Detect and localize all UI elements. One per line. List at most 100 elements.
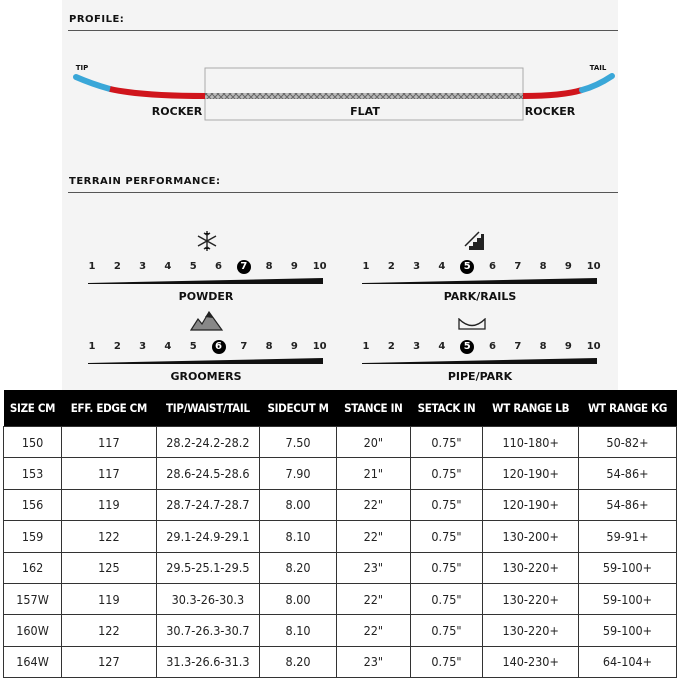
rating-tick: 4: [438, 261, 446, 272]
table-cell: 0.75": [409, 488, 484, 522]
rating-tick: 7: [514, 341, 522, 352]
divider: [68, 30, 618, 31]
table-cell: 8.00: [259, 582, 338, 616]
info-panel: [62, 0, 618, 390]
rating-label: POWDER: [178, 290, 234, 303]
rating-tick: 9: [290, 261, 298, 272]
column-header: WT RANGE KG: [578, 390, 677, 427]
table-cell: 140-230+: [482, 645, 579, 679]
table-cell: 21": [336, 457, 411, 490]
rating-tick: 6: [489, 341, 496, 352]
rating-tick: 7: [240, 341, 248, 352]
table-cell: 153: [2, 457, 63, 490]
table-cell: 156: [2, 488, 63, 522]
table-cell: 110-180+: [482, 425, 579, 459]
table-cell: 130-220+: [482, 614, 579, 647]
rating-selected: 5: [460, 260, 475, 274]
table-cell: 29.1-24.9-29.1: [155, 520, 261, 553]
tail-label: TAIL: [589, 64, 607, 72]
table-cell: 54-86+: [577, 488, 678, 522]
table-cell: 157W: [2, 582, 63, 616]
table-cell: 59-91+: [577, 520, 678, 553]
rating-tick: 3: [413, 261, 421, 272]
tip-label: TIP: [75, 64, 89, 72]
rating-tick: 10: [312, 341, 327, 352]
rating-tick: 10: [586, 341, 601, 352]
rating-tick: 2: [387, 341, 395, 352]
rating-tick: 10: [586, 261, 601, 272]
rocker-right-label: ROCKER: [524, 105, 576, 118]
tip-section: [73, 74, 113, 92]
rating-tick: 2: [113, 261, 121, 272]
table-cell: 28.7-24.7-28.7: [155, 488, 261, 522]
rating-tick: 8: [265, 261, 273, 272]
table-cell: 0.75": [409, 520, 484, 553]
rating-tick: 4: [438, 341, 446, 352]
rocker-left-label: ROCKER: [151, 105, 203, 118]
rating-label: PARK/RAILS: [443, 290, 517, 303]
table-row: 162 125 29.5-25.1-29.5 8.20 23" 0.75" 130-220+…: [2, 551, 678, 584]
table-cell: 159: [2, 520, 63, 553]
profile-title: PROFILE:: [69, 14, 125, 25]
rating-tick: 2: [387, 261, 395, 272]
tail-section: [579, 73, 615, 93]
table-cell: 30.7-26.3-30.7: [155, 614, 261, 647]
table-cell: 31.3-26.6-31.3: [155, 645, 261, 679]
rating-tick: 2: [113, 341, 121, 352]
table-cell: 0.75": [409, 582, 484, 616]
column-header: WT RANGE LB: [482, 390, 579, 427]
table-row: 157W 119 30.3-26-30.3 8.00 22" 0.75" 130-220+ 5…: [2, 582, 678, 616]
rating-tick: 7: [514, 261, 522, 272]
table-cell: 164W: [2, 645, 63, 679]
table-cell: 120-190+: [482, 488, 579, 522]
table-cell: 130-220+: [482, 551, 579, 584]
table-row: 160W 122 30.7-26.3-30.7 8.10 22" 0.75" 130-220…: [2, 614, 678, 647]
table-row: 156 119 28.7-24.7-28.7 8.00 22" 0.75" 120-190+…: [2, 488, 678, 522]
table-cell: 130-220+: [482, 582, 579, 616]
table-cell: 7.50: [259, 425, 338, 459]
rating-tick: 8: [265, 341, 273, 352]
table-cell: 125: [61, 551, 157, 584]
table-cell: 59-100+: [577, 582, 678, 616]
table-cell: 127: [61, 645, 157, 679]
table-cell: 130-200+: [482, 520, 579, 553]
snowflake-icon: [197, 231, 217, 251]
rating-tick: 3: [413, 341, 421, 352]
table-cell: 117: [61, 425, 157, 459]
rating-tick: 4: [164, 261, 172, 272]
flat-label: FLAT: [350, 105, 380, 118]
specs-table: SIZE CM EFF. EDGE CM TIP/WAIST/TAIL SIDECUT…: [2, 390, 678, 679]
table-row: 153 117 28.6-24.5-28.6 7.90 21" 0.75" 120-190+…: [2, 457, 678, 490]
column-header: SIZE CM: [3, 390, 62, 427]
rating-tick: 3: [139, 341, 147, 352]
rating-selected: 7: [236, 260, 251, 274]
rating-selected: 5: [460, 340, 475, 354]
rating-tick: 1: [362, 261, 370, 272]
table-cell: 122: [61, 520, 157, 553]
stairs-rail-icon: [464, 231, 484, 250]
table-cell: 8.10: [259, 520, 338, 553]
rating-tick: 8: [539, 341, 547, 352]
table-cell: 8.20: [259, 551, 338, 584]
rating-tick: 5: [189, 341, 197, 352]
table-cell: 54-86+: [577, 457, 678, 490]
column-header: SETACK IN: [410, 390, 483, 427]
rating-tick: 6: [215, 261, 222, 272]
table-cell: 0.75": [409, 645, 484, 679]
divider: [68, 192, 618, 193]
table-row: 159 122 29.1-24.9-29.1 8.10 22" 0.75" 130-200+…: [2, 520, 678, 553]
table-cell: 150: [2, 425, 63, 459]
table-row: 164W 127 31.3-26.6-31.3 8.20 23" 0.75" 140-230…: [2, 645, 678, 679]
rocker-left: [109, 86, 206, 99]
table-cell: 8.10: [259, 614, 338, 647]
rating-tick: 9: [564, 341, 572, 352]
table-cell: 8.20: [259, 645, 338, 679]
rating-scale-bar: [362, 278, 597, 284]
table-cell: 22": [336, 582, 411, 616]
column-header: STANCE IN: [336, 390, 411, 427]
terrain-title: TERRAIN PERFORMANCE:: [69, 176, 221, 187]
table-cell: 22": [336, 614, 411, 647]
rating-tick: 10: [312, 261, 327, 272]
table-cell: 23": [336, 645, 411, 679]
rating-label: PIPE/PARK: [447, 370, 513, 383]
